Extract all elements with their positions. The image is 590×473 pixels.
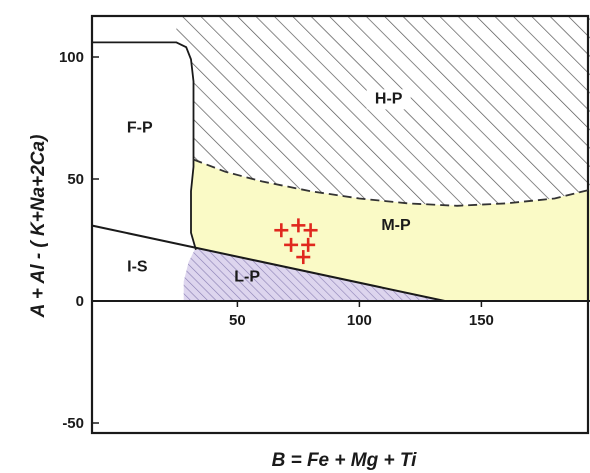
data-point bbox=[303, 223, 318, 238]
plot-frame bbox=[90, 14, 590, 435]
x-tick-label: 100 bbox=[347, 312, 372, 329]
data-point bbox=[274, 223, 289, 238]
mp-region bbox=[191, 159, 590, 301]
region-label-mp: M-P bbox=[381, 217, 411, 234]
data-point bbox=[296, 250, 311, 265]
y-axis-title: A + Al - ( K+Na+2Ca) bbox=[28, 135, 49, 319]
data-point bbox=[291, 218, 306, 233]
hp-boundary-line bbox=[193, 158, 590, 207]
hp-region bbox=[176, 16, 590, 206]
region-label-hp: H-P bbox=[375, 90, 403, 107]
is-boundary-line bbox=[92, 224, 446, 302]
x-tick-label: 150 bbox=[469, 312, 494, 329]
y-tick-label: 100 bbox=[59, 49, 84, 66]
y-tick-label: 50 bbox=[67, 171, 84, 188]
region-label-fp: F-P bbox=[127, 120, 153, 137]
region-label-hp-bg bbox=[366, 89, 411, 110]
x-axis-title: B = Fe + Mg + Ti bbox=[272, 450, 418, 471]
data-point bbox=[284, 237, 299, 252]
fp-boundary-line bbox=[92, 41, 197, 251]
region-label-lp: L-P bbox=[234, 268, 260, 285]
data-point bbox=[301, 237, 316, 252]
y-tick-label: -50 bbox=[62, 415, 84, 432]
y-tick-label: 0 bbox=[76, 293, 84, 310]
x-tick-label: 50 bbox=[229, 312, 246, 329]
region-label-is: I-S bbox=[127, 259, 148, 276]
